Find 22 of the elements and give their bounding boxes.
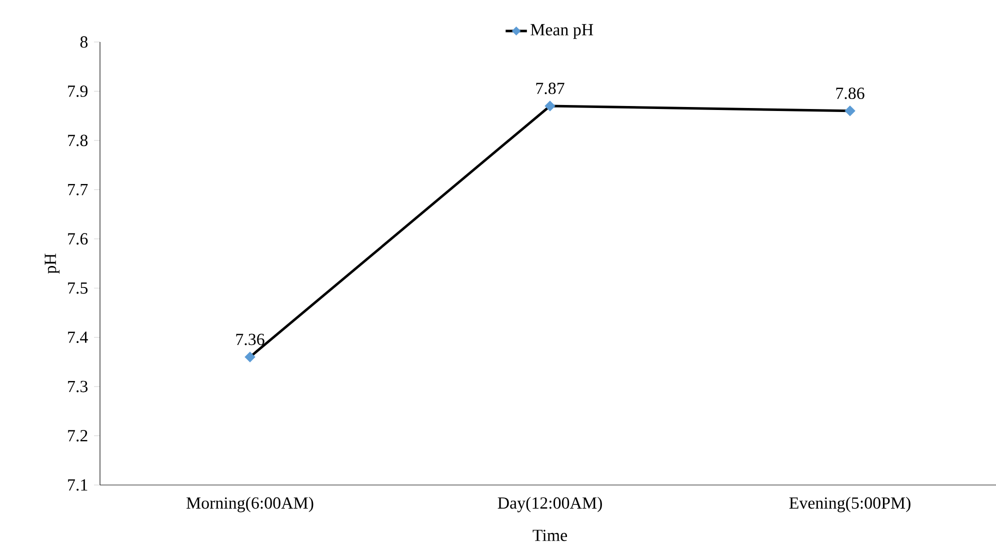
y-tick-label: 7.5	[68, 282, 88, 294]
y-tick-label: 7.6	[68, 233, 88, 245]
point	[844, 106, 856, 116]
y-tick-label: 7.3	[68, 380, 88, 392]
x-tick-label: Day(12:00AM)	[498, 496, 602, 512]
data-label: 7.86	[836, 88, 864, 100]
point	[544, 100, 556, 112]
x-tick-label: Morning(6:00AM)	[186, 496, 314, 512]
y-tick-label: 7.1	[68, 479, 88, 491]
y-tick-label: 7.9	[68, 85, 88, 97]
y-axis-title: pH	[44, 254, 60, 274]
point	[244, 352, 256, 362]
legend-label: Mean pH	[530, 24, 594, 39]
y-tick-label: 8	[80, 36, 88, 48]
y-tick-label: 7.2	[68, 430, 88, 442]
y-tick-label: 7.8	[68, 134, 88, 146]
y-tick-label: 7.7	[68, 184, 88, 196]
x-tick-label: Evening(5:00PM)	[789, 496, 910, 512]
y-tick-label: 7.4	[68, 332, 88, 344]
x-axis-title: Time	[532, 530, 568, 542]
data-label: 7.36	[236, 334, 264, 346]
data-label: 7.87	[536, 82, 564, 94]
